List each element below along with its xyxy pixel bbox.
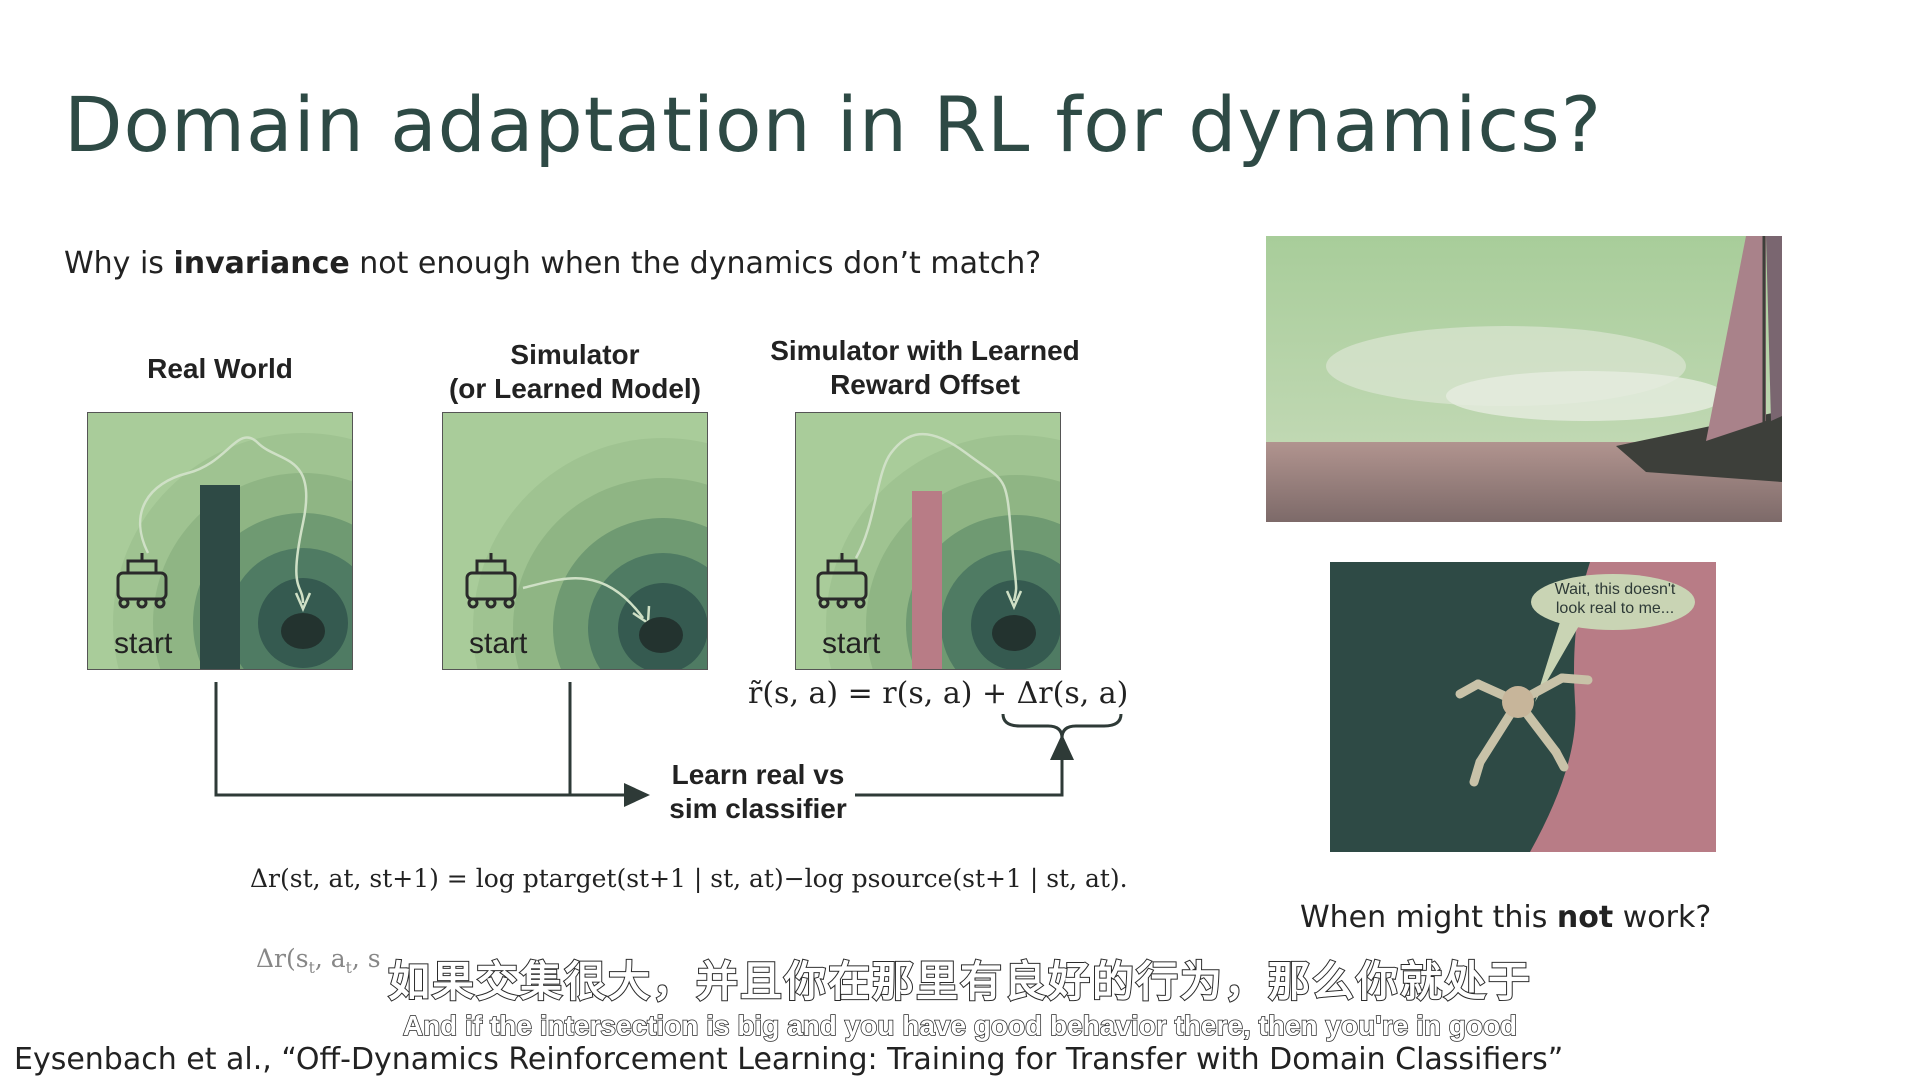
- goal-icon: [992, 615, 1036, 651]
- real-world-map: [88, 413, 352, 669]
- goal-icon: [281, 613, 325, 649]
- panel-label-simulator-offset: Simulator with Learned Reward Offset: [750, 334, 1100, 402]
- question-bold: invariance: [173, 246, 350, 281]
- simulator-map: [443, 413, 707, 669]
- not-work-question: When might this not work?: [1300, 900, 1711, 935]
- slide-title: Domain adaptation in RL for dynamics?: [64, 80, 1603, 169]
- arrow-head-right: [624, 783, 650, 807]
- wall-penalty: [912, 491, 942, 669]
- panel-label-line1: Simulator with Learned: [770, 335, 1080, 366]
- panel-label-simulator: Simulator (or Learned Model): [430, 338, 720, 406]
- simulator-offset-map: [796, 413, 1060, 669]
- robot-illustration: Wait, this doesn't look real to me...: [1330, 562, 1716, 852]
- classifier-line1: Learn real vs: [671, 759, 845, 790]
- not-work-bold: not: [1556, 900, 1614, 935]
- panel-label-line2: (or Learned Model): [448, 373, 701, 404]
- panel-simulator: start: [442, 412, 708, 670]
- robot-icon: [465, 553, 517, 609]
- subtitle-chinese: 如果交集很大，并且你在那里有良好的行为，那么你就处于: [387, 956, 1532, 1007]
- panel-simulator-offset: start: [795, 412, 1061, 670]
- faded-formula-fragment: Δr(st, at, s: [256, 944, 381, 977]
- panel-label-line1: Simulator: [510, 339, 640, 370]
- question-pre: Why is: [64, 246, 174, 281]
- not-work-post: work?: [1613, 900, 1712, 935]
- classifier-label: Learn real vs sim classifier: [648, 758, 868, 826]
- reward-formula: r̃(s, a) = r(s, a) + Δr(s, a): [748, 676, 1129, 711]
- sailboat-photo: [1266, 236, 1782, 522]
- question-post: not enough when the dynamics don’t match…: [349, 246, 1042, 281]
- panel-label-real-world: Real World: [88, 352, 352, 386]
- citation: Eysenbach et al., “Off-Dynamics Reinforc…: [14, 1042, 1564, 1077]
- classifier-line2: sim classifier: [669, 793, 847, 824]
- start-label: start: [822, 627, 881, 660]
- robot-icon: [116, 553, 168, 609]
- not-work-pre: When might this: [1300, 900, 1557, 935]
- subtitle-english: And if the intersection is big and you h…: [402, 1009, 1518, 1042]
- robot-speech-bubble: Wait, this doesn't look real to me...: [1554, 581, 1676, 617]
- panel-real-world: start: [87, 412, 353, 670]
- robot-icon: [816, 553, 868, 609]
- arrow-head-up: [1050, 734, 1074, 760]
- wall-obstacle: [200, 485, 240, 669]
- delta-formula: Δr(st, at, st+1) = log ptarget(st+1 | st…: [250, 864, 1128, 893]
- start-label: start: [469, 627, 528, 660]
- panel-label-line1: Real World: [147, 353, 293, 384]
- start-label: start: [114, 627, 173, 660]
- slide-question: Why is invariance not enough when the dy…: [64, 246, 1041, 281]
- goal-icon: [639, 617, 683, 653]
- panel-label-line2: Reward Offset: [830, 369, 1020, 400]
